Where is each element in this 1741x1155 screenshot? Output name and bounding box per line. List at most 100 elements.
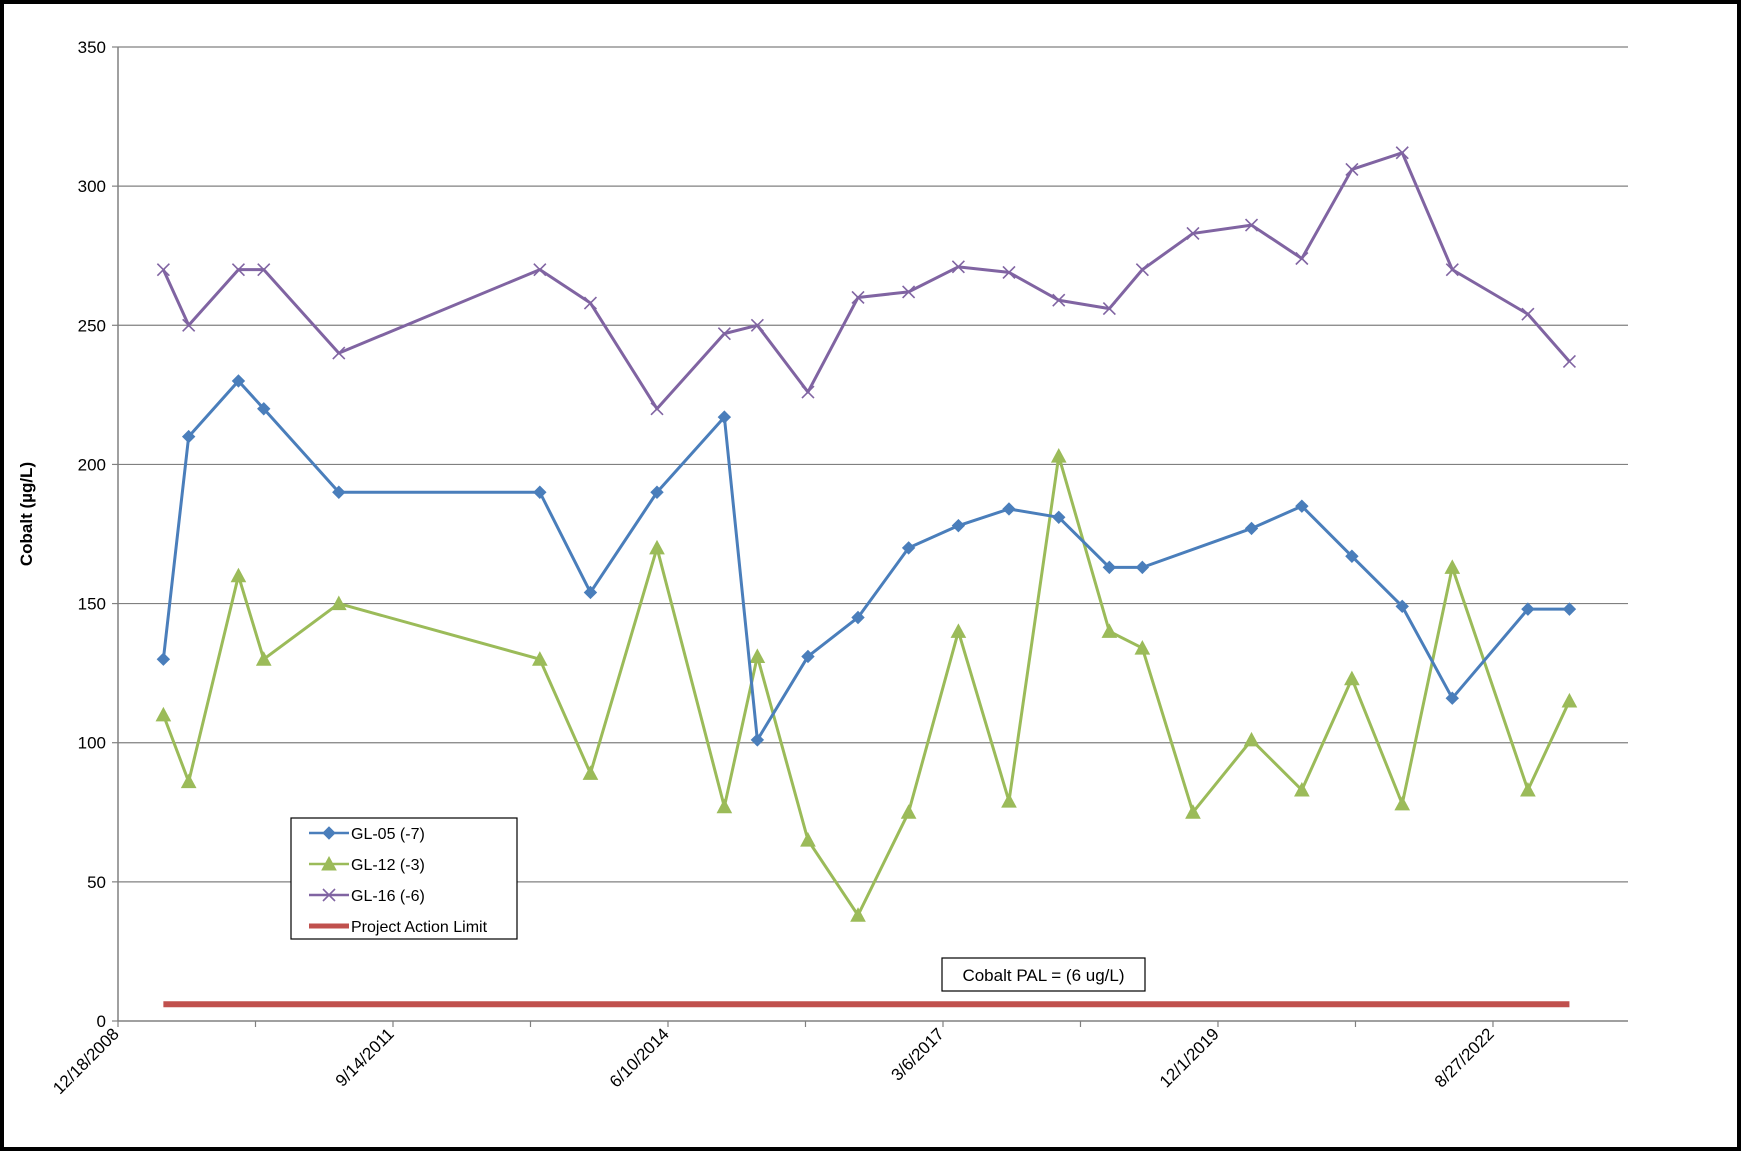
data-point [1052, 293, 1066, 307]
data-point [650, 485, 664, 499]
data-point [155, 706, 172, 722]
legend: GL-05 (-7) GL-12 (-3) GL-16 (-6) Project Ac… [290, 817, 518, 940]
data-point [901, 541, 916, 555]
data-point [257, 402, 271, 416]
data-point-stroke [1395, 146, 1409, 160]
data-point [1002, 502, 1016, 516]
data-point [1186, 226, 1200, 241]
data-point [1562, 354, 1576, 369]
data-point [649, 539, 665, 555]
data-point [1102, 560, 1117, 575]
data-point [1101, 623, 1118, 638]
data-point-stroke [801, 385, 815, 399]
data-point [1050, 448, 1067, 463]
annotation-text: Cobalt PAL = (6 ug/L) [962, 966, 1124, 985]
data-point [750, 733, 765, 747]
data-point [1521, 602, 1535, 616]
data-point [330, 595, 347, 611]
data-point-stroke [951, 260, 965, 274]
data-point [583, 585, 598, 600]
x-tick-label: 12/1/2019 [1156, 1024, 1223, 1091]
data-point [1444, 559, 1461, 574]
series-line [161, 379, 1570, 742]
data-point [951, 518, 966, 533]
data-point [900, 804, 917, 819]
data-point [1561, 692, 1578, 708]
legend-item: Project Action Limit [309, 919, 488, 936]
x-tick-label: 8/27/2022 [1431, 1024, 1498, 1091]
gridlines [118, 46, 1628, 883]
y-tick-label: 350 [78, 38, 106, 57]
data-point [851, 290, 865, 305]
data-point [231, 263, 246, 277]
data-point [181, 429, 196, 444]
data-point [156, 263, 170, 277]
annotation-box [941, 957, 1146, 992]
data-point [1052, 510, 1066, 525]
data-point [1345, 162, 1359, 177]
data-point [1102, 302, 1116, 316]
cobalt-line-chart: 0 50 100 150 200 250 300 350 12/18/2008 9/14/2011… [17, 38, 1628, 1098]
y-tick-label: 250 [78, 316, 106, 335]
data-point [1135, 560, 1150, 575]
tick-labels: 0 50 100 150 200 250 300 350 12/18/2008 9/14/2011… [49, 38, 1498, 1098]
data-point-stroke [322, 888, 336, 902]
data-point [1344, 670, 1360, 686]
data-point-stroke [257, 263, 271, 277]
data-point [1520, 781, 1536, 797]
data-point [1394, 795, 1411, 811]
legend-label: GL-16 (-6) [351, 888, 425, 905]
data-point [1395, 146, 1409, 160]
y-tick-label: 0 [97, 1012, 106, 1031]
axes [112, 46, 1628, 1027]
data-point [1135, 263, 1149, 277]
data-point [800, 832, 816, 847]
legend-label: GL-05 (-7) [351, 826, 425, 843]
data-point-stroke [1186, 226, 1200, 241]
y-axis-title: Cobalt (µg/L) [17, 462, 36, 566]
data-point [750, 318, 764, 332]
data-point [257, 263, 271, 277]
data-point [255, 651, 272, 666]
data-point [332, 485, 346, 499]
data-point [1345, 549, 1359, 563]
data-point [1001, 793, 1017, 808]
data-point-stroke [650, 402, 664, 416]
data-point [1243, 731, 1260, 747]
data-point [1445, 691, 1459, 705]
data-point-stroke [1521, 307, 1535, 321]
data-point [851, 610, 865, 625]
data-point [532, 651, 548, 666]
series-gl-05-7 [156, 374, 1577, 747]
legend-item: GL-16 (-6) [309, 888, 425, 905]
data-point [582, 765, 599, 780]
data-point [533, 485, 547, 499]
data-point [322, 888, 336, 902]
x-tick-label: 3/6/2017 [888, 1024, 948, 1084]
series-gl-16-6 [156, 146, 1576, 416]
data-point [1295, 499, 1309, 513]
series-gl-12-3 [155, 448, 1578, 922]
data-point-stroke [1135, 263, 1149, 277]
y-tick-label: 100 [78, 734, 106, 753]
data-point [801, 385, 815, 399]
y-tick-label: 300 [78, 177, 106, 196]
series-group [155, 146, 1578, 1008]
data-point [583, 296, 598, 310]
data-point-stroke [533, 263, 547, 277]
data-point [1134, 640, 1151, 655]
data-point [533, 263, 547, 277]
data-point [717, 410, 732, 424]
data-point [332, 346, 346, 360]
data-point [749, 648, 766, 663]
data-point-stroke [182, 318, 196, 332]
data-point [1445, 263, 1459, 277]
data-point [801, 649, 815, 664]
data-point [231, 374, 246, 388]
data-point [717, 327, 731, 341]
data-point [1002, 265, 1016, 279]
x-tick-label: 12/18/2008 [49, 1024, 123, 1098]
data-point-stroke [1445, 263, 1459, 277]
data-point-stroke [1102, 302, 1116, 316]
data-point-stroke [851, 290, 865, 305]
